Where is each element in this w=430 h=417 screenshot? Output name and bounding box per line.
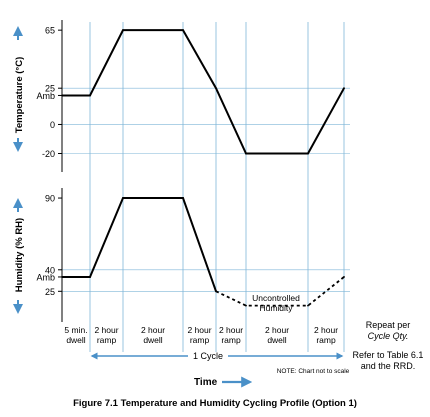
- humidity-point: [122, 197, 124, 199]
- temperature-tick-label: 0: [50, 120, 55, 130]
- temperature-chart: [61, 29, 345, 155]
- segment-label-bottom: ramp: [190, 335, 210, 345]
- segment-label-bottom: dwell: [66, 335, 85, 345]
- figure-caption: Figure 7.1 Temperature and Humidity Cycl…: [73, 398, 357, 409]
- segment-label-top: 2 hour: [265, 325, 289, 335]
- segment-label-top: 5 min.: [64, 325, 87, 335]
- segment-label-bottom: ramp: [221, 335, 241, 345]
- humidity-axis-title: Humidity (% RH): [14, 218, 25, 292]
- temperature-tick-label: -20: [42, 149, 55, 159]
- refer-note-line1: Refer to Table 6.1: [353, 350, 424, 360]
- segment-label-bottom: dwell: [267, 335, 286, 345]
- cycle-label: 1 Cycle: [193, 351, 223, 361]
- uncontrolled-humidity-label-line1: Uncontrolled: [252, 293, 300, 303]
- segment-label-top: 2 hour: [314, 325, 338, 335]
- temperature-tick-label: Amb: [36, 91, 55, 101]
- segment-label-top: 2 hour: [219, 325, 243, 335]
- temperature-point: [245, 152, 247, 155]
- humidity-point: [307, 304, 309, 307]
- repeat-note-line1: Repeat per: [366, 320, 411, 330]
- temperature-series-line-1: [62, 29, 345, 155]
- temperature-point: [122, 29, 124, 32]
- humidity-point: [245, 304, 247, 307]
- segment-label-top: 2 hour: [94, 325, 118, 335]
- temperature-point: [307, 152, 309, 155]
- temperature-axis-title: Temperature (°C): [14, 57, 25, 133]
- humidity-tick-label: Amb: [36, 272, 55, 282]
- temperature-tick-label: 25: [45, 84, 55, 94]
- humidity-point: [89, 276, 91, 278]
- uncontrolled-humidity-label-line2: Humidity: [259, 303, 293, 313]
- segment-label-top: 2 hour: [141, 325, 165, 335]
- segment-label-bottom: ramp: [316, 335, 336, 345]
- temperature-tick-label: 65: [45, 26, 55, 36]
- humidity-point: [215, 290, 217, 293]
- humidity-series-line-1: [62, 197, 217, 292]
- humidity-tick-label: 40: [45, 265, 55, 275]
- segment-label-bottom: dwell: [143, 335, 162, 345]
- segment-label-bottom: ramp: [97, 335, 117, 345]
- refer-note-line2: and the RRD.: [361, 361, 416, 371]
- temperature-point: [89, 94, 91, 97]
- humidity-point: [182, 197, 184, 199]
- repeat-note-line2: Cycle Qty.: [368, 331, 409, 341]
- humidity-tick-label: 25: [45, 287, 55, 297]
- temperature-point: [61, 94, 63, 97]
- humidity-tick-label: 90: [45, 194, 55, 204]
- humidity-point: [343, 276, 345, 278]
- humidity-point: [61, 276, 63, 278]
- segment-label-top: 2 hour: [187, 325, 211, 335]
- time-axis-title: Time: [194, 377, 218, 388]
- temperature-point: [215, 87, 217, 90]
- scale-note: NOTE: Chart not to scale: [277, 368, 350, 375]
- temperature-point: [343, 87, 345, 90]
- temperature-point: [182, 29, 184, 32]
